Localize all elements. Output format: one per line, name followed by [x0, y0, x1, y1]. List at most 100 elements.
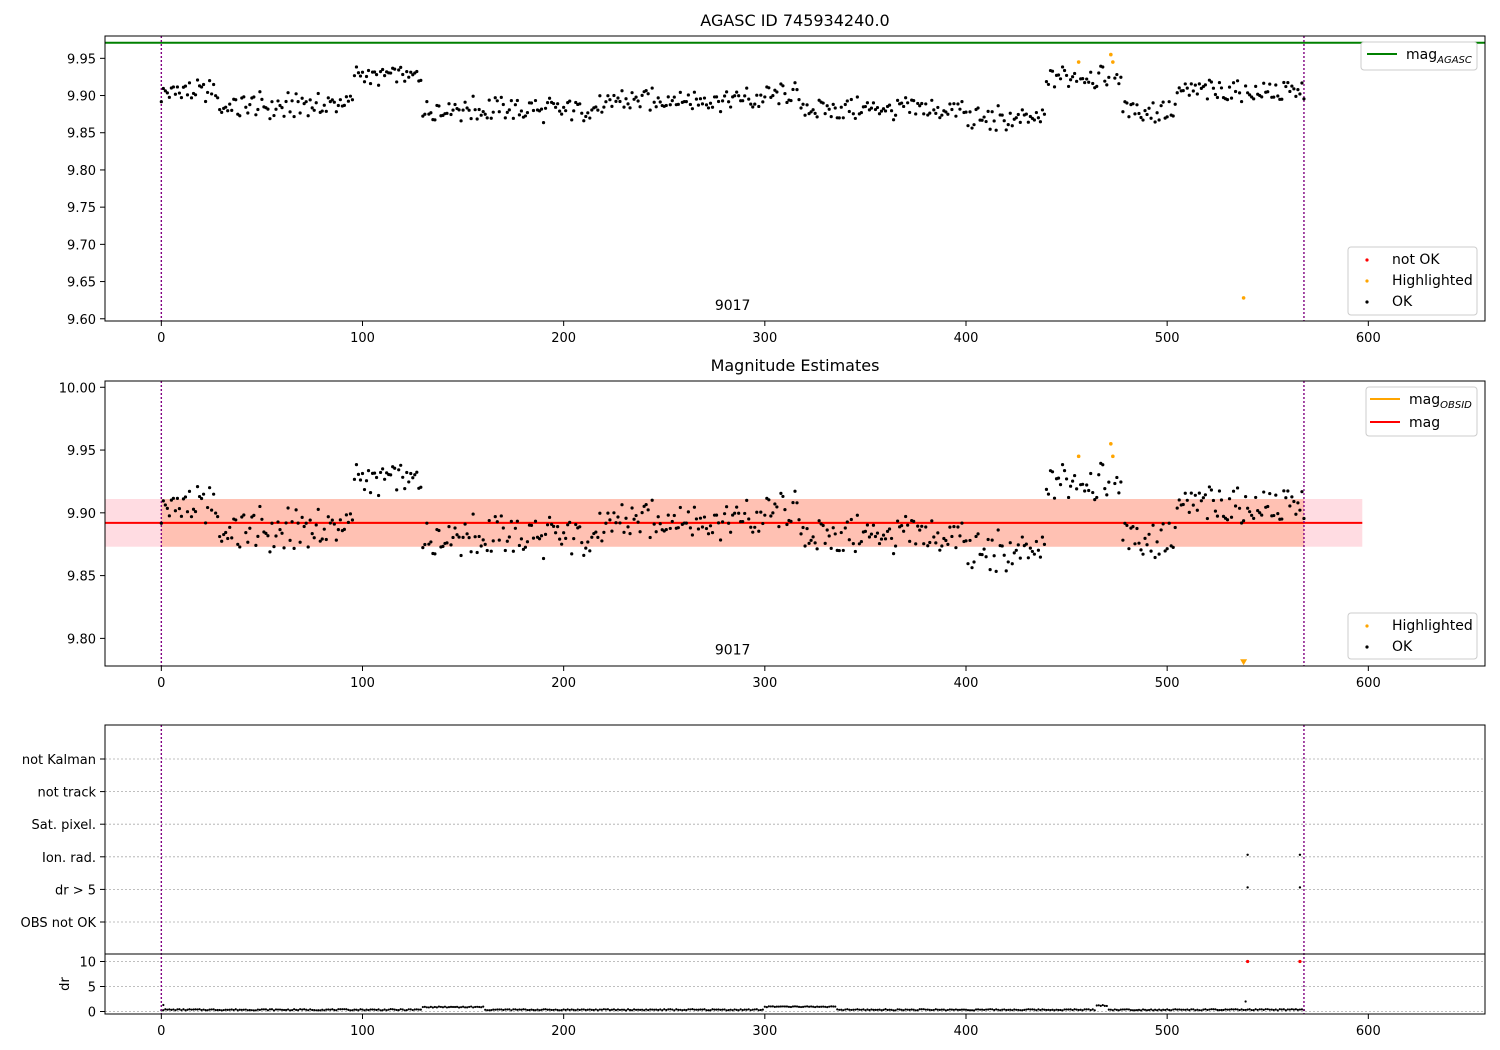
dr-point — [592, 1008, 595, 1012]
ok-point — [801, 525, 805, 530]
ok-point — [604, 521, 608, 525]
ok-point — [1121, 538, 1125, 542]
dr-point — [522, 1008, 525, 1011]
dr-point — [570, 1008, 573, 1011]
dr-point — [777, 1005, 781, 1008]
dr-point — [950, 1008, 954, 1011]
dr-point — [878, 1008, 881, 1011]
ok-point — [286, 91, 290, 95]
dr-point — [896, 1008, 899, 1011]
dr-point — [926, 1008, 929, 1011]
ok-point — [1161, 522, 1165, 526]
dr-point — [900, 1008, 903, 1011]
dr-point — [602, 1008, 605, 1011]
ok-point — [883, 109, 888, 113]
legend-mag-agasc-subscript: AGASC — [1436, 55, 1472, 66]
dr-point — [1061, 1009, 1064, 1012]
ok-point — [1018, 556, 1022, 560]
ok-point — [519, 537, 524, 541]
ok-point — [954, 546, 958, 550]
dr-point — [421, 1005, 424, 1009]
dr-point — [801, 1005, 805, 1008]
ok-point — [541, 121, 546, 125]
dr-point — [578, 1008, 581, 1012]
dr-point — [980, 1008, 984, 1011]
ok-point — [1197, 82, 1201, 86]
ok-point — [926, 544, 930, 548]
ok-point — [374, 72, 379, 77]
dr-point — [1208, 1008, 1211, 1011]
ok-point — [230, 108, 234, 112]
ok-point — [1115, 475, 1119, 480]
ok-point — [1215, 514, 1220, 518]
dr-point — [184, 1009, 187, 1012]
ok-point — [260, 517, 264, 521]
ok-point — [727, 100, 731, 104]
ok-point — [451, 108, 455, 112]
dr-point — [468, 1005, 471, 1009]
ok-point — [620, 89, 624, 93]
dr-point — [703, 1008, 706, 1011]
dr-point — [1190, 1008, 1193, 1011]
ok-point — [763, 95, 767, 99]
ok-point — [1044, 80, 1049, 84]
ok-point — [173, 92, 178, 96]
dr-point — [928, 1008, 931, 1011]
dr-point — [190, 1008, 193, 1011]
ok-point — [1237, 91, 1242, 95]
dr-point — [1294, 1008, 1298, 1011]
ok-point — [833, 532, 837, 536]
dr-point — [1170, 1009, 1173, 1012]
ok-point — [224, 530, 228, 535]
dr-point — [936, 1008, 939, 1011]
ok-point — [956, 102, 960, 106]
ok-point — [930, 519, 934, 523]
ok-point — [747, 517, 751, 521]
ok-point — [1139, 548, 1143, 552]
dr-point — [1284, 1009, 1287, 1012]
dr-point — [480, 1006, 483, 1009]
ok-point — [1199, 499, 1203, 503]
dr-point — [1025, 1008, 1028, 1011]
ok-point — [733, 511, 737, 515]
highlighted-point — [1109, 52, 1113, 57]
ok-point — [360, 471, 365, 476]
dr-point — [985, 1008, 988, 1011]
ok-point — [829, 546, 833, 550]
ok-point — [421, 545, 425, 550]
ok-point — [722, 94, 727, 98]
y-tick-label: 9.70 — [67, 238, 96, 253]
ok-point — [499, 95, 503, 99]
ok-point — [397, 68, 401, 72]
ok-point — [706, 106, 711, 110]
ok-point — [745, 86, 749, 90]
dr-point — [182, 1008, 185, 1011]
ok-point — [1034, 110, 1038, 115]
ok-point — [745, 498, 749, 502]
dr-point — [1005, 1008, 1008, 1012]
ok-point — [562, 531, 566, 535]
ok-point — [1173, 102, 1177, 106]
ok-point — [618, 521, 622, 525]
dr-point — [240, 1008, 243, 1011]
ok-point — [1006, 560, 1010, 564]
agasc-magnitude-panel: AGASC ID 745934240.0 9017 0 100 200 300 400 5… — [67, 11, 1486, 346]
dr-point — [1021, 1009, 1024, 1012]
ok-point — [294, 508, 298, 512]
ok-point — [869, 532, 874, 536]
ok-point — [161, 86, 165, 91]
dr-point — [568, 1008, 571, 1012]
ok-point — [1292, 87, 1296, 91]
dr-point — [216, 1008, 219, 1012]
ok-point — [743, 511, 747, 516]
ok-point — [889, 109, 894, 113]
ok-point — [853, 549, 857, 554]
ok-point — [216, 515, 220, 519]
ok-point — [445, 541, 449, 545]
ok-point — [1002, 553, 1006, 557]
ok-point — [1227, 497, 1232, 501]
dr-point — [299, 1008, 302, 1011]
dr-point — [1029, 1008, 1032, 1011]
dr-point — [630, 1009, 634, 1012]
ok-point — [175, 85, 180, 89]
